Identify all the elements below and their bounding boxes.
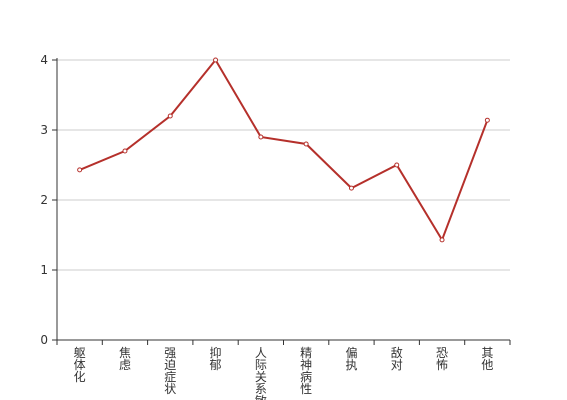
y-tick-label: 3 <box>40 123 48 137</box>
x-tick-label: 抑郁 <box>210 345 222 372</box>
point <box>213 57 219 63</box>
point <box>122 148 128 154</box>
y-tick-label: 2 <box>40 193 48 207</box>
point <box>348 185 354 191</box>
point <box>303 141 309 147</box>
line <box>79 58 489 243</box>
y-tick-label: 0 <box>40 333 48 347</box>
x-tick-label: 其他 <box>481 346 493 372</box>
y-tick-label: 4 <box>40 53 48 67</box>
point <box>394 162 400 168</box>
x-tick-label: 偏执 <box>345 345 357 372</box>
x-tick-label: 人际关系敏感 <box>255 346 267 400</box>
x-tick-label: 敌对 <box>391 345 403 372</box>
x-tick-label: 躯体化 <box>74 345 86 384</box>
point <box>77 167 83 173</box>
point <box>439 237 445 243</box>
point <box>167 113 173 119</box>
point <box>258 134 264 140</box>
x-tick-label: 恐怖 <box>436 346 448 372</box>
y-tick-label: 1 <box>40 263 48 277</box>
x-tick-label: 精神病性 <box>300 346 312 396</box>
x-tick-label: 焦虑 <box>119 346 131 372</box>
point <box>484 117 490 123</box>
x-tick-label: 强迫症状 <box>164 346 176 396</box>
